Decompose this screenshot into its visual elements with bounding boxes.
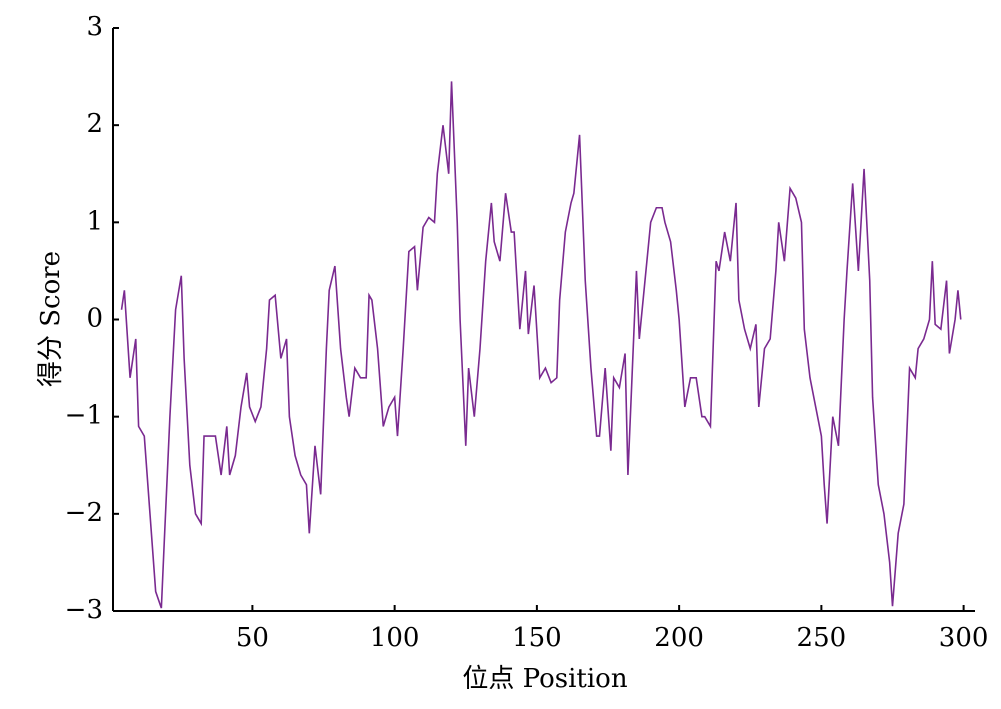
y-tick-label: −2 [65,498,103,528]
y-tick-label: 3 [86,12,103,42]
data-line [120,81,962,609]
x-tick-label: 150 [512,623,562,653]
x-tick-label: 300 [939,623,989,653]
x-tick-label: 100 [370,623,420,653]
x-tick-label: 50 [236,623,269,653]
y-tick-label: −3 [65,595,103,625]
y-tick-label: 1 [86,206,103,236]
y-axis-label: 得分 Score [36,251,66,387]
x-axis-label: 位点 Position [462,664,627,694]
y-tick-label: 0 [86,304,103,334]
y-tick-label: −1 [65,401,103,431]
y-tick-label: 2 [86,109,103,139]
x-tick-label: 200 [654,623,704,653]
x-tick-label: 250 [797,623,847,653]
